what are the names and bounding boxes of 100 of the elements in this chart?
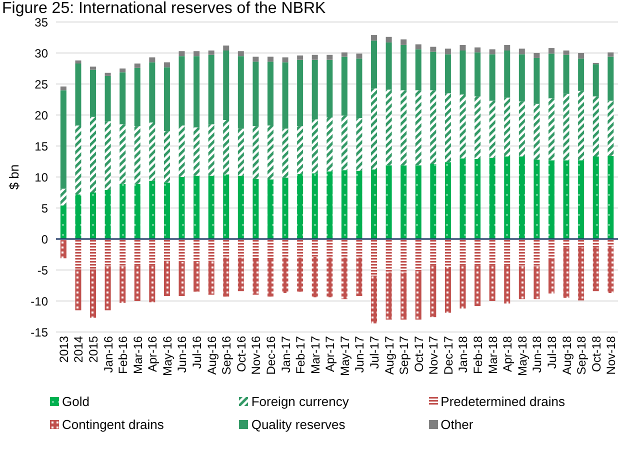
bar xyxy=(563,54,570,94)
x-tick-label: Jul-16 xyxy=(190,336,204,369)
bar xyxy=(444,266,451,313)
bar xyxy=(282,258,288,293)
bar xyxy=(120,124,126,184)
legend-label: Foreign currency xyxy=(251,394,349,409)
x-tick-label: Jan-16 xyxy=(101,336,116,373)
bar xyxy=(460,239,466,266)
bar xyxy=(430,164,436,239)
bar xyxy=(208,54,214,124)
x-tick-label: Apr-16 xyxy=(146,336,160,372)
bar xyxy=(504,156,510,239)
bar xyxy=(60,86,66,90)
bar xyxy=(341,170,348,239)
y-tick-label: 20 xyxy=(34,108,48,122)
x-tick-label: Sep-16 xyxy=(220,336,234,375)
bar xyxy=(208,124,214,176)
bar xyxy=(134,239,140,266)
bar xyxy=(194,239,200,262)
bar xyxy=(548,48,554,54)
bar xyxy=(460,50,466,95)
x-tick-label: Aug-18 xyxy=(560,336,574,375)
bar xyxy=(474,266,481,306)
bar xyxy=(223,174,230,239)
x-tick-label: 2015 xyxy=(86,336,100,363)
bar xyxy=(267,239,274,260)
bar xyxy=(178,56,185,126)
bar xyxy=(578,160,584,239)
x-tick-label: Nov-17 xyxy=(426,336,441,375)
bar xyxy=(444,54,451,94)
bar xyxy=(120,68,126,72)
bar xyxy=(518,239,525,266)
bar xyxy=(386,165,392,239)
bar xyxy=(104,239,111,266)
bar xyxy=(104,266,111,310)
y-tick-label: 10 xyxy=(34,170,48,184)
x-tick-label: Sep-18 xyxy=(574,336,589,375)
bar xyxy=(415,271,422,320)
bar xyxy=(134,126,140,184)
bar xyxy=(134,64,140,68)
bar xyxy=(356,58,362,118)
x-tick-label: Nov-16 xyxy=(249,336,264,375)
bar xyxy=(386,239,392,272)
bar xyxy=(371,276,378,324)
bar xyxy=(386,42,392,90)
bar xyxy=(208,239,214,261)
bar xyxy=(518,48,525,54)
bar xyxy=(238,239,244,258)
bar xyxy=(400,165,407,239)
bar xyxy=(326,258,333,298)
bar xyxy=(164,239,170,261)
x-tick-label: Jul-18 xyxy=(544,336,559,369)
bar xyxy=(400,39,407,45)
y-tick-label: 25 xyxy=(34,77,48,92)
bar xyxy=(356,54,362,59)
bar xyxy=(149,122,156,181)
bar xyxy=(592,96,599,157)
bar xyxy=(578,58,584,91)
bar xyxy=(326,117,333,172)
bar xyxy=(534,58,540,104)
bar xyxy=(341,56,348,116)
bar xyxy=(400,44,407,90)
x-tick-label: Mar-16 xyxy=(130,336,145,374)
bar xyxy=(252,239,259,260)
bar xyxy=(341,52,348,57)
bar xyxy=(223,239,230,258)
bar xyxy=(592,248,599,292)
bar xyxy=(282,62,288,129)
bar xyxy=(489,239,496,266)
x-tick-label: Mar-17 xyxy=(308,336,322,374)
x-tick-label: Aug-16 xyxy=(204,336,219,375)
bar xyxy=(430,266,436,318)
bar xyxy=(548,54,554,98)
bar xyxy=(282,239,288,258)
bar xyxy=(578,248,584,300)
bar xyxy=(371,239,378,276)
bar xyxy=(90,239,96,270)
x-tick-label: Feb-18 xyxy=(471,336,486,374)
bar xyxy=(252,259,259,295)
bar xyxy=(223,258,230,297)
bar xyxy=(178,239,185,262)
x-tick-label: Oct-17 xyxy=(412,336,426,372)
y-tick-label: 35 xyxy=(34,15,48,30)
bar xyxy=(164,67,170,132)
bar xyxy=(534,104,540,160)
bar xyxy=(194,127,200,176)
bar xyxy=(518,101,525,157)
bar xyxy=(252,56,259,62)
bar xyxy=(238,258,244,292)
bar xyxy=(489,49,496,54)
x-tick-label: Jun-18 xyxy=(530,336,544,373)
bar xyxy=(312,173,318,239)
legend-label: Contingent drains xyxy=(62,417,164,432)
bar xyxy=(164,131,170,183)
bar xyxy=(548,258,554,294)
bar xyxy=(371,35,378,41)
bar xyxy=(267,56,274,62)
bar xyxy=(563,160,570,239)
bar xyxy=(282,178,288,239)
bar xyxy=(297,239,304,258)
